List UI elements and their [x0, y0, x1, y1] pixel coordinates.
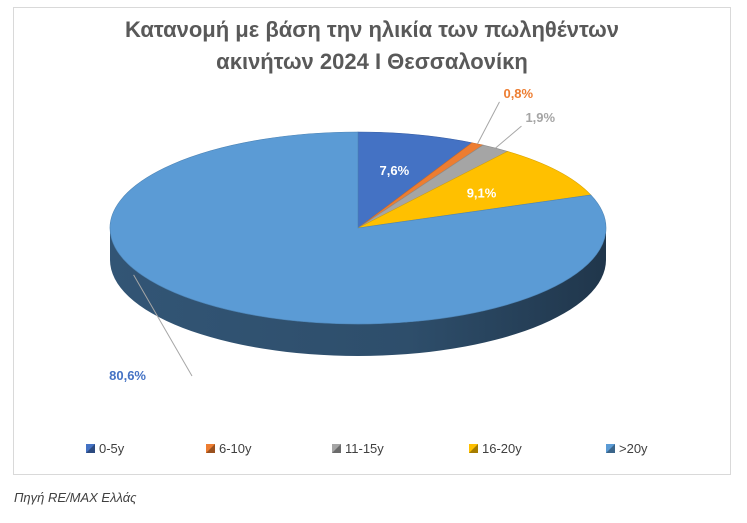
- legend-item-16-20y: 16-20y: [469, 441, 522, 456]
- pie-slice-16-20y: [357, 151, 592, 229]
- pie-leaders: [133, 101, 522, 377]
- legend-label-6-10y: 6-10y: [219, 441, 252, 456]
- legend-swatch-0-5y: [86, 444, 95, 453]
- leader-line-over-20y: [133, 274, 193, 377]
- leader-line-6-10y: [477, 101, 500, 145]
- pie-slice-0-5y: [357, 131, 473, 229]
- pie-side-over-20y: [110, 228, 606, 356]
- legend-label-11-15y: 11-15y: [345, 441, 384, 456]
- data-label-over-20y: 80,6%: [109, 368, 146, 383]
- legend-swatch-over-20y: [606, 444, 615, 453]
- chart-title-line-2: ακινήτων 2024 Ι Θεσσαλονίκη: [216, 49, 528, 74]
- legend-item-0-5y: 0-5y: [86, 441, 124, 456]
- source-note: Πηγή RE/MAX Ελλάς: [14, 490, 137, 505]
- pie-labels: 7,6% 0,8% 1,9% 9,1% 80,6%: [109, 86, 555, 383]
- leader-line-11-15y: [495, 125, 522, 149]
- data-label-6-10y: 0,8%: [503, 86, 533, 101]
- pie-slice-over-20y: [109, 131, 607, 325]
- legend-label-0-5y: 0-5y: [99, 441, 125, 456]
- legend-item-over-20y: >20y: [606, 441, 648, 456]
- data-label-16-20y: 9,1%: [467, 186, 497, 201]
- pie-sides: [110, 228, 606, 356]
- data-label-11-15y: 1,9%: [525, 110, 555, 125]
- chart-legend: 0-5y 6-10y 11-15y 16-20y >20y: [86, 441, 686, 459]
- legend-label-16-20y: 16-20y: [482, 441, 522, 456]
- legend-label-over-20y: >20y: [619, 441, 648, 456]
- chart-title: Κατανομή με βάση την ηλικία των πωληθέντ…: [13, 14, 731, 78]
- legend-item-6-10y: 6-10y: [206, 441, 252, 456]
- pie-tops: [109, 131, 607, 325]
- legend-swatch-16-20y: [469, 444, 478, 453]
- legend-item-11-15y: 11-15y: [332, 441, 384, 456]
- data-label-0-5y: 7,6%: [380, 163, 410, 178]
- chart-title-line-1: Κατανομή με βάση την ηλικία των πωληθέντ…: [124, 17, 619, 42]
- legend-swatch-11-15y: [332, 444, 341, 453]
- legend-swatch-6-10y: [206, 444, 215, 453]
